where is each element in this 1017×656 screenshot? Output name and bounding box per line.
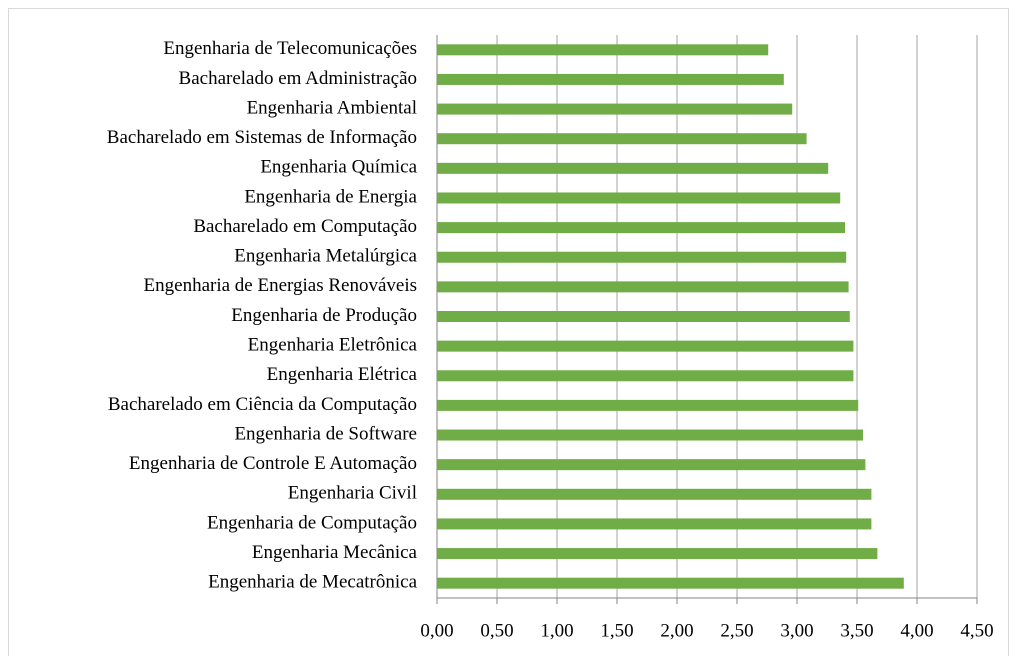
bar	[437, 281, 849, 293]
y-tick-label: Engenharia de Computação	[207, 512, 417, 533]
y-tick-label: Engenharia de Software	[234, 423, 417, 444]
bar	[437, 251, 847, 263]
x-tick-label: 0,50	[480, 620, 513, 641]
bar	[437, 44, 769, 56]
bar	[437, 133, 807, 145]
bar	[437, 577, 904, 589]
bar	[437, 518, 872, 530]
y-tick-label: Engenharia Elétrica	[267, 364, 418, 385]
y-tick-label: Engenharia de Energias Renováveis	[144, 275, 417, 296]
bar	[437, 103, 793, 115]
bar	[437, 429, 863, 441]
y-tick-label: Engenharia Metalúrgica	[234, 246, 417, 267]
x-tick-label: 2,50	[720, 620, 753, 641]
x-tick-label: 3,00	[780, 620, 813, 641]
y-tick-label: Engenharia Civil	[288, 483, 417, 504]
y-tick-label: Bacharelado em Administração	[179, 68, 417, 89]
y-tick-label: Engenharia de Energia	[244, 186, 417, 207]
y-tick-label: Engenharia Eletrônica	[248, 334, 418, 355]
y-tick-label: Engenharia de Produção	[231, 305, 417, 326]
y-tick-label: Bacharelado em Ciência da Computação	[108, 394, 417, 415]
x-tick-label: 3,50	[840, 620, 873, 641]
x-tick-label: 1,00	[540, 620, 573, 641]
y-tick-label: Engenharia de Controle E Automação	[129, 453, 417, 474]
bar	[437, 192, 841, 204]
x-tick-label: 4,00	[900, 620, 933, 641]
bar	[437, 399, 859, 411]
y-tick-label: Engenharia Mecânica	[252, 542, 418, 563]
y-tick-label: Bacharelado em Computação	[193, 216, 417, 237]
bar	[437, 370, 854, 382]
x-tick-label: 2,00	[660, 620, 693, 641]
bar	[437, 311, 850, 322]
bar	[437, 488, 872, 500]
bar	[437, 340, 854, 352]
chart-border	[8, 8, 1009, 656]
y-tick-label: Engenharia Ambiental	[247, 97, 417, 118]
y-tick-label: Bacharelado em Sistemas de Informação	[107, 127, 417, 148]
bar	[437, 73, 784, 85]
bar	[437, 459, 866, 471]
bar	[437, 222, 845, 234]
x-tick-label: 0,00	[420, 620, 453, 641]
y-tick-label: Engenharia Química	[260, 157, 417, 178]
bar	[437, 162, 829, 174]
y-tick-label: Engenharia de Telecomunicações	[163, 38, 417, 59]
x-tick-label: 4,50	[960, 620, 993, 641]
bar	[437, 548, 878, 560]
x-tick-label: 1,50	[600, 620, 633, 641]
y-tick-label: Engenharia de Mecatrônica	[208, 572, 417, 593]
